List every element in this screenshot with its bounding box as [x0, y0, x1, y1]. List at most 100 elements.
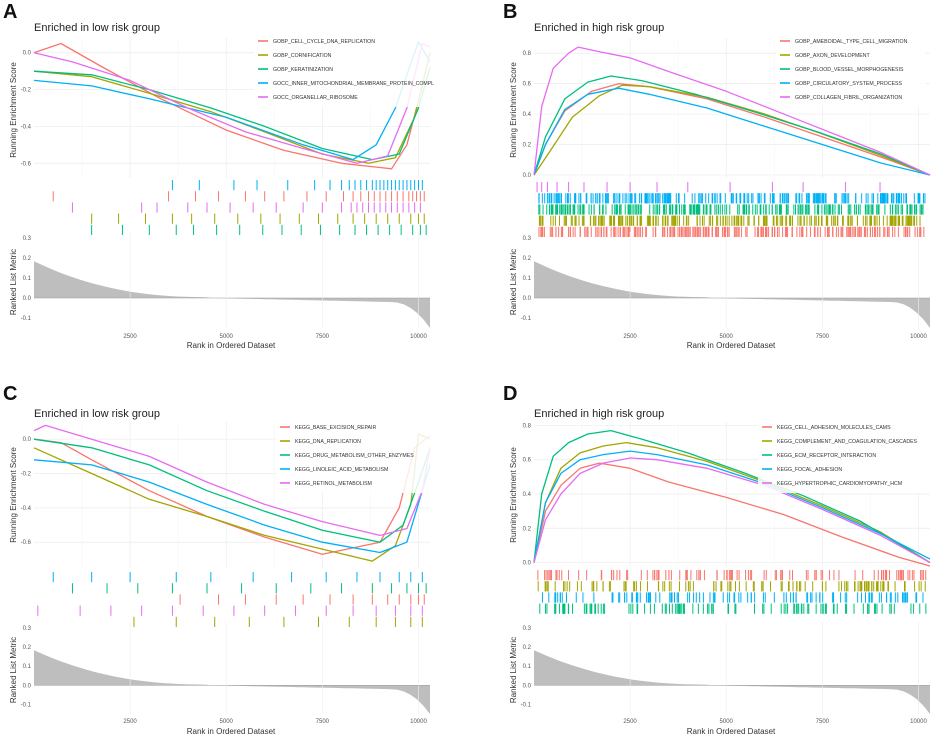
panel-d-ranked-metric-area	[534, 650, 930, 714]
panel-b-xtick-0: 2500	[623, 334, 637, 340]
panel-b-xtick-2: 7500	[816, 334, 830, 340]
panel-a-ytick-metric-4: -0.1	[21, 316, 32, 322]
panel-c-xtick-3: 10000	[410, 719, 427, 725]
panel-a-legend-label-4: GOCC_ORGANELLAR_RIBOSOME	[273, 95, 358, 101]
panel-b-ytick-top-1: 0.6	[523, 82, 532, 88]
panel-letter-c: C	[3, 383, 17, 405]
panel-c-ylabel-bottom: Ranked List Metric	[9, 637, 18, 703]
panel-d-legend-label-3: KEGG_FOCAL_ADHESION	[777, 467, 842, 473]
panel-c-series-line-4	[33, 424, 431, 537]
panel-d-series-line-4	[533, 457, 931, 564]
panel-b-legend-label-3: GOBP_CIRCULATORY_SYSTEM_PROCESS	[795, 81, 902, 87]
panel-c-legend-label-0: KEGG_BASE_EXCISION_REPAIR	[295, 425, 376, 431]
panel-b-xtick-3: 10000	[910, 334, 927, 340]
panel-b-legend-box	[776, 33, 926, 107]
panel-b: B Enriched in high risk group Running En…	[503, 1, 931, 350]
panel-b-ranked-metric-area	[534, 261, 930, 328]
panel-b-series-line-2	[533, 75, 931, 176]
panel-d-series-line-3	[533, 450, 931, 563]
panel-a-legend-label-1: GOBP_CORNIFICATION	[273, 53, 332, 59]
panel-d-legend-box	[758, 419, 933, 493]
panel-c-ylabel-top: Running Enrichment Score	[9, 447, 18, 543]
panel-b-legend-label-4: GOBP_COLLAGEN_FIBRIL_ORGANIZATION	[795, 95, 902, 101]
panel-b-ytick-metric-1: 0.2	[523, 256, 532, 262]
panel-d-ytick-top-2: 0.4	[523, 492, 532, 498]
panel-d-ytick-top-3: 0.2	[523, 526, 532, 532]
panel-b-legend-label-2: GOBP_BLOOD_VESSEL_MORPHOGENESIS	[795, 67, 904, 73]
panel-a-xtick-1: 5000	[220, 334, 234, 340]
panel-c-xtick-0: 2500	[123, 719, 137, 725]
panel-b-ytick-metric-3: 0.0	[523, 296, 532, 302]
panel-c-legend-label-4: KEGG_RETINOL_METABOLISM	[295, 481, 372, 487]
panel-c-legend-label-1: KEGG_DNA_REPLICATION	[295, 439, 361, 445]
panel-d-ylabel-bottom: Ranked List Metric	[509, 637, 518, 703]
panel-b-ytick-top-4: 0.0	[523, 173, 532, 179]
panel-d-xtick-2: 7500	[816, 719, 830, 725]
panel-a-ranked-metric-area	[34, 261, 430, 328]
panel-c-ytick-top-2: -0.4	[21, 506, 32, 512]
panel-a-series-line-2	[33, 67, 431, 161]
panel-a-series-line-1	[33, 52, 431, 164]
panel-d-ytick-top-1: 0.6	[523, 458, 532, 464]
panel-c: C Enriched in low risk group Running Enr…	[3, 383, 436, 736]
panel-d-series-line-0	[533, 462, 931, 567]
panel-d-ytick-top-4: 0.0	[523, 561, 532, 567]
panel-a-ytick-metric-3: 0.0	[23, 296, 32, 302]
panel-a-legend-label-0: GOBP_CELL_CYCLE_DNA_REPLICATION	[273, 39, 375, 45]
panel-a-ytick-top-3: -0.6	[21, 161, 32, 167]
panel-c-series-line-3	[33, 459, 431, 554]
panel-b-series-line-3	[533, 87, 931, 176]
panel-a-ylabel-bottom: Ranked List Metric	[9, 249, 18, 315]
panel-c-ytick-top-0: 0.0	[23, 437, 32, 443]
panel-d-ytick-top-0: 0.8	[523, 423, 532, 429]
panel-c-ytick-top-1: -0.2	[21, 472, 32, 478]
panel-a-ytick-metric-2: 0.1	[23, 276, 32, 282]
panel-a-xtick-2: 7500	[316, 334, 330, 340]
panel-c-xtick-1: 5000	[220, 719, 234, 725]
panel-c-ytick-metric-3: 0.0	[23, 683, 32, 689]
panel-a-ytick-metric-1: 0.2	[23, 256, 32, 262]
panel-c-series-line-2	[33, 438, 431, 543]
panel-c-legend-box	[276, 419, 436, 493]
panel-d-legend-label-4: KEGG_HYPERTROPHIC_CARDIOMYOPATHY_HCM	[777, 481, 902, 487]
panel-c-ytick-metric-4: -0.1	[21, 702, 32, 708]
panel-c-title: Enriched in low risk group	[34, 408, 160, 420]
panel-letter-a: A	[3, 1, 17, 23]
panel-a-xtick-3: 10000	[410, 334, 427, 340]
panel-c-xlabel: Rank in Ordered Dataset	[187, 727, 276, 736]
panel-a-ytick-top-0: 0.0	[23, 51, 32, 57]
panel-a-ylabel-top: Running Enrichment Score	[9, 62, 18, 158]
panel-d-title: Enriched in high risk group	[534, 408, 664, 420]
panel-d-ylabel-top: Running Enrichment Score	[509, 447, 518, 543]
panel-a-legend-label-3: GOCC_INNER_MITOCHONDRIAL_MEMBRANE_PROTEI…	[273, 81, 434, 87]
panel-c-legend-label-2: KEGG_DRUG_METABOLISM_OTHER_ENZYMES	[295, 453, 414, 459]
panel-a-title: Enriched in low risk group	[34, 22, 160, 34]
panel-letter-b: B	[503, 1, 517, 23]
panel-d-ytick-metric-1: 0.2	[523, 645, 532, 651]
panel-d-xtick-0: 2500	[623, 719, 637, 725]
panel-b-ylabel-bottom: Ranked List Metric	[509, 249, 518, 315]
panel-c-ytick-metric-2: 0.1	[23, 664, 32, 670]
panel-a-ytick-top-1: -0.2	[21, 88, 32, 94]
panel-d-xtick-1: 5000	[720, 719, 734, 725]
panel-d-ytick-metric-0: 0.3	[523, 626, 532, 632]
panel-a-series-line-0	[33, 42, 431, 170]
panel-c-legend-label-3: KEGG_LINOLEIC_ACID_METABOLISM	[295, 467, 388, 473]
panel-d-xlabel: Rank in Ordered Dataset	[687, 727, 776, 736]
panel-b-ytick-top-3: 0.2	[523, 143, 532, 149]
panel-d-xtick-3: 10000	[910, 719, 927, 725]
panel-d-legend-label-2: KEGG_ECM_RECEPTOR_INTERACTION	[777, 453, 876, 459]
panel-a-ytick-metric-0: 0.3	[23, 236, 32, 242]
panel-d: D Enriched in high risk group Running En…	[503, 383, 933, 736]
panel-a-xlabel: Rank in Ordered Dataset	[187, 341, 276, 350]
panel-d-series-line-2	[533, 429, 931, 564]
panel-b-series-line-4	[533, 46, 931, 176]
panel-d-legend-label-1: KEGG_COMPLEMENT_AND_COAGULATION_CASCADES	[777, 439, 918, 445]
panel-b-ytick-metric-2: 0.1	[523, 276, 532, 282]
panel-b-ylabel-top: Running Enrichment Score	[509, 62, 518, 158]
panel-d-ytick-metric-3: 0.0	[523, 683, 532, 689]
panel-d-ytick-metric-2: 0.1	[523, 664, 532, 670]
panel-b-ytick-top-2: 0.4	[523, 112, 532, 118]
panel-d-series-line-1	[533, 441, 931, 564]
